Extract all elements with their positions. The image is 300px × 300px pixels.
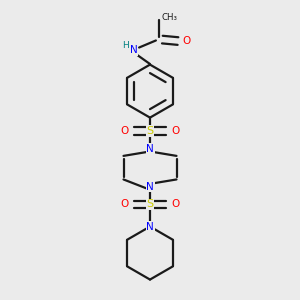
Text: N: N (146, 222, 154, 232)
Text: S: S (146, 126, 154, 136)
Text: N: N (146, 143, 154, 154)
Text: N: N (146, 182, 154, 192)
Text: CH₃: CH₃ (162, 13, 178, 22)
Text: O: O (172, 126, 180, 136)
Text: O: O (172, 200, 180, 209)
Text: O: O (120, 200, 128, 209)
Text: O: O (120, 126, 128, 136)
Text: O: O (183, 36, 191, 46)
Text: S: S (146, 200, 154, 209)
Text: H: H (122, 41, 129, 50)
Text: N: N (130, 45, 138, 55)
